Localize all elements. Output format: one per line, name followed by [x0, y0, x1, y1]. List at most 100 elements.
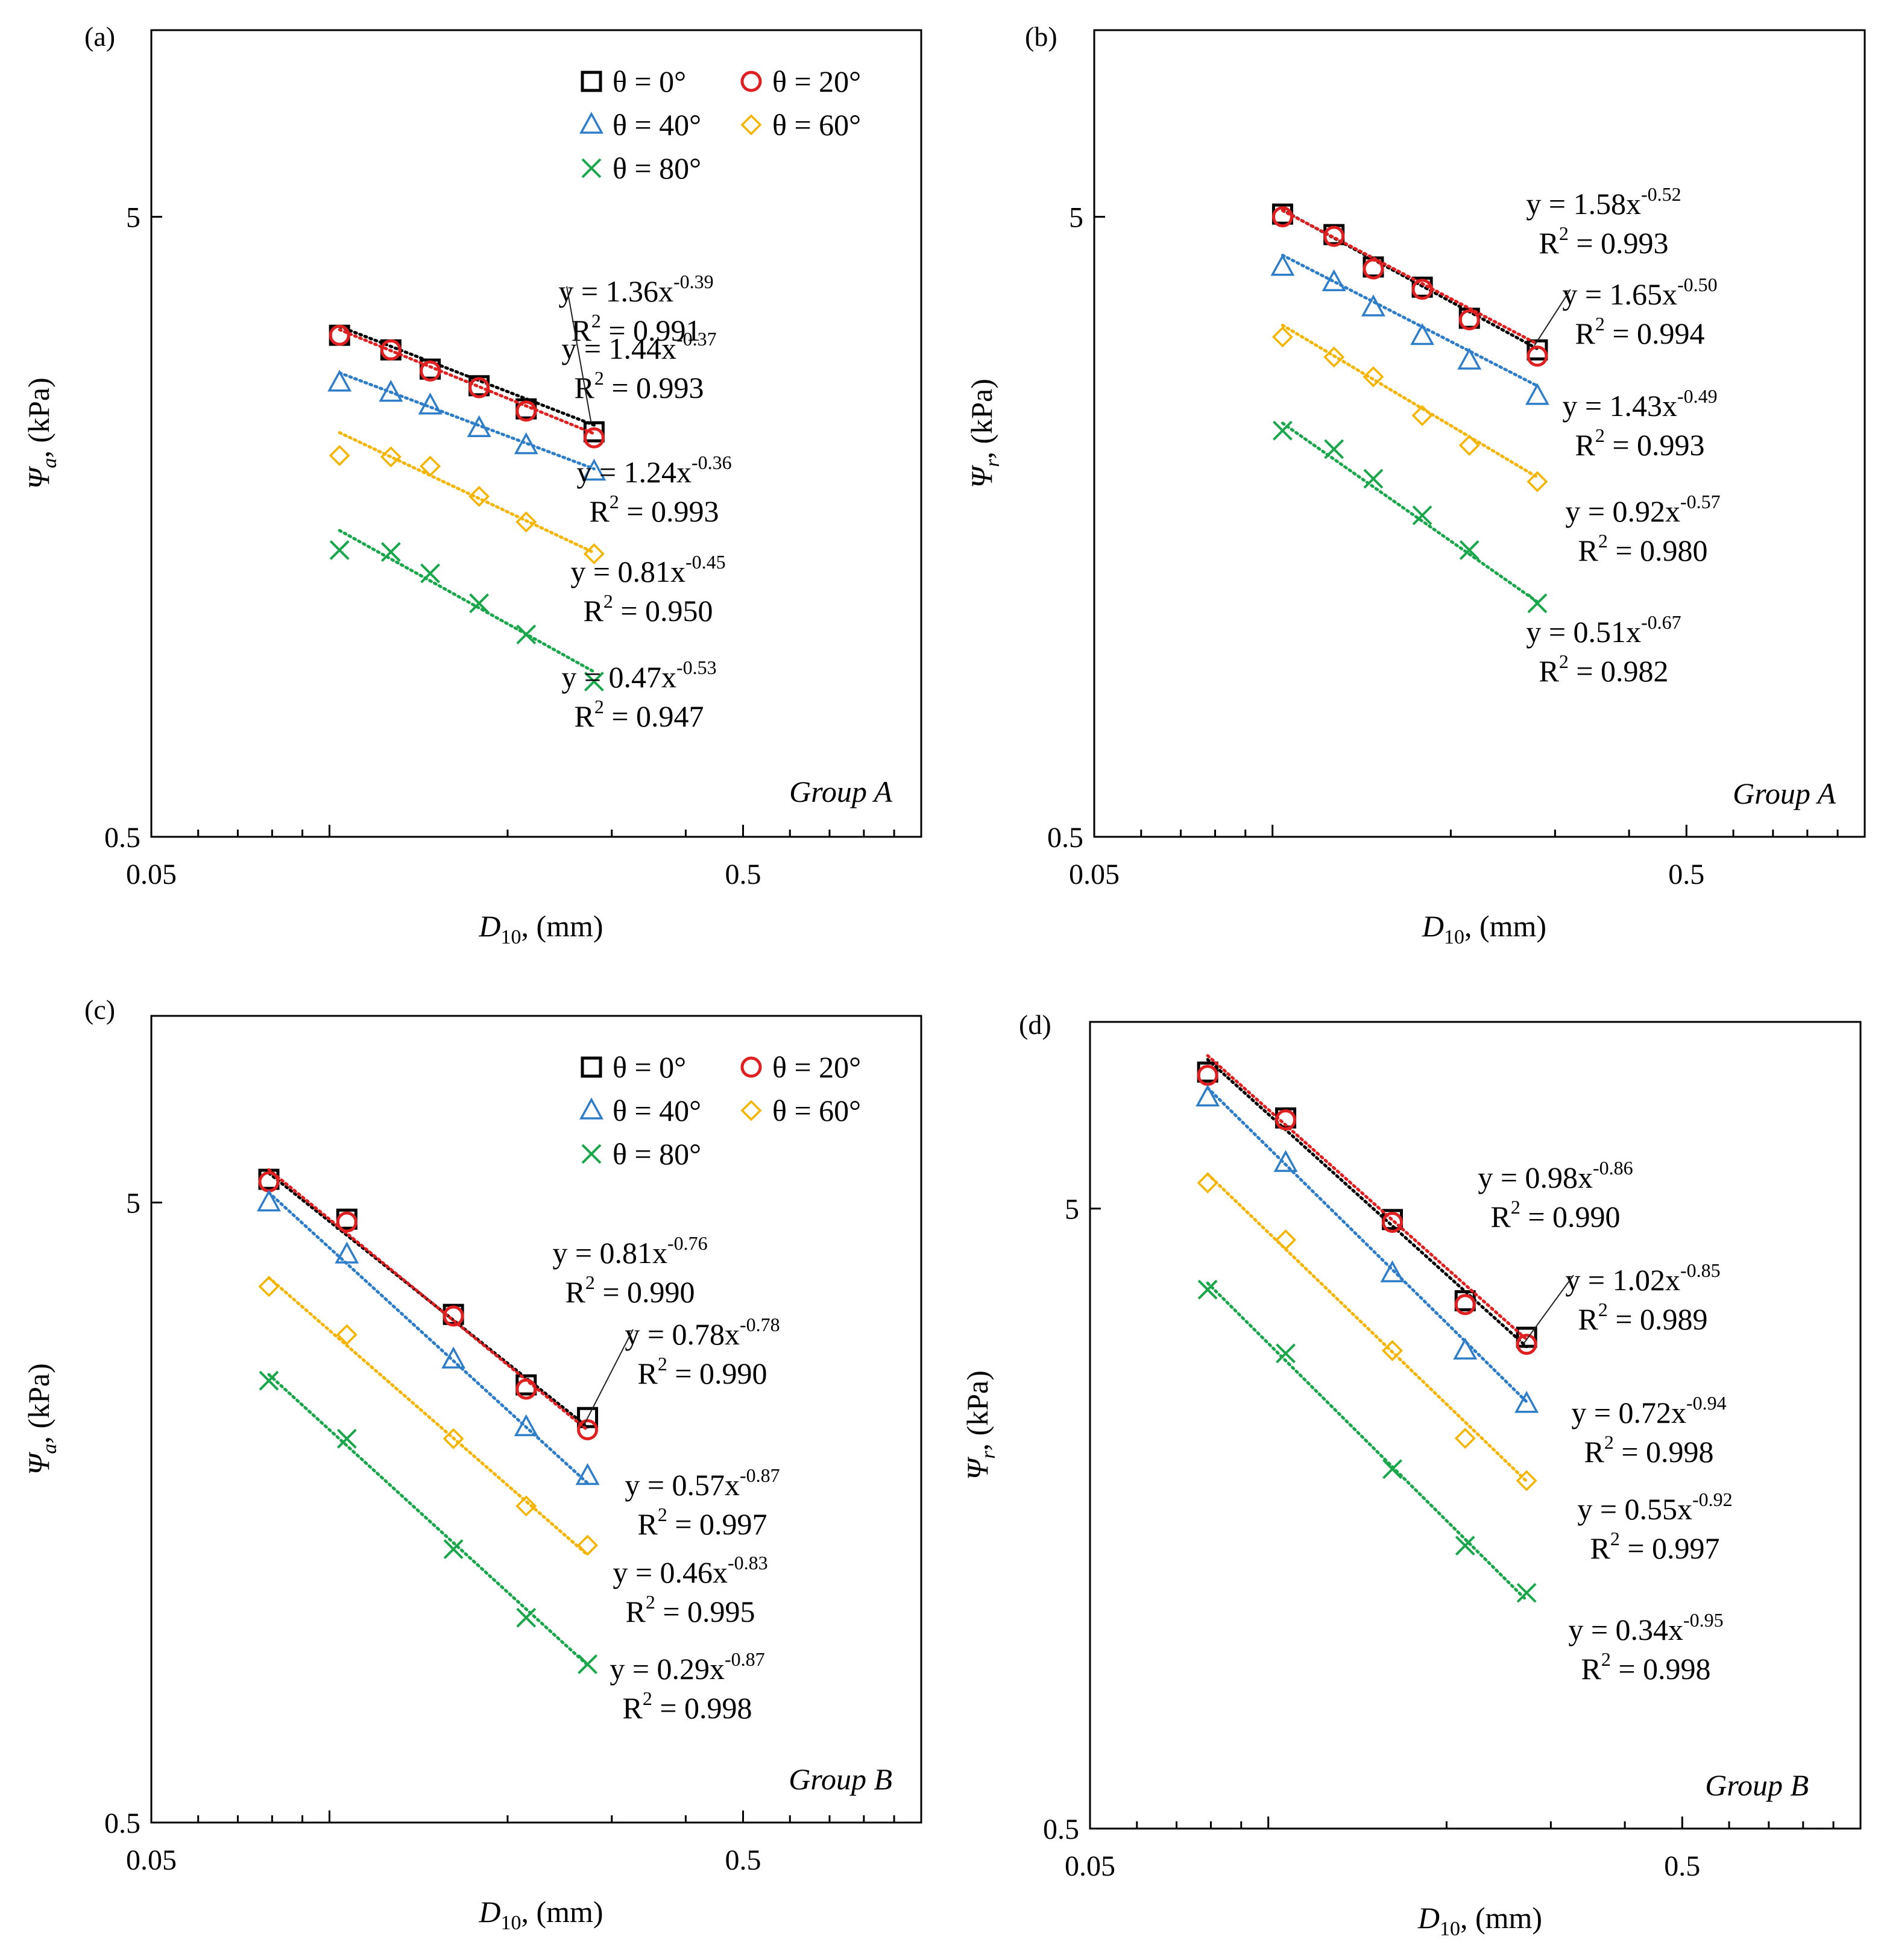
trendline	[1281, 253, 1539, 388]
data-point	[1525, 383, 1549, 405]
data-point	[514, 432, 538, 455]
chart-panel-d: 0.05 0.5 0.5 5 (d) D10, (mm) Ψr, (kPa) Group B y…	[960, 1009, 1862, 1940]
x-tick-label: 0.5	[1668, 859, 1704, 890]
x-axis-title: D10, (mm)	[478, 1895, 603, 1934]
trendline	[338, 431, 596, 555]
data-point	[1527, 593, 1548, 614]
fit-r2: R2 = 0.995	[625, 1591, 755, 1628]
fit-equation: y = 0.78x-0.78	[625, 1314, 780, 1351]
leader-line	[566, 286, 592, 423]
fit-r2: R2 = 0.947	[574, 696, 704, 733]
fit-r2: R2 = 0.993	[1575, 424, 1704, 462]
trendline	[1206, 1054, 1528, 1341]
legend-marker	[740, 114, 762, 136]
chart-panel-c: 0.05 0.5 0.5 5 (c) D10, (mm) Ψa, (kPa) Group B y…	[22, 994, 922, 1934]
data-point	[1275, 1109, 1297, 1131]
fit-r2: R2 = 0.950	[583, 590, 713, 628]
data-point	[1382, 1211, 1404, 1233]
data-point	[1273, 420, 1293, 441]
data-point	[577, 1534, 599, 1556]
fit-equation: y = 1.43x-0.49	[1562, 385, 1717, 423]
data-point	[1197, 1279, 1218, 1300]
panel-label: (d)	[1019, 1009, 1051, 1040]
data-point	[467, 415, 491, 438]
data-point	[443, 1539, 464, 1559]
fit-equation: y = 0.51x-0.67	[1526, 611, 1681, 649]
trendline	[338, 325, 596, 427]
data-point	[1382, 1459, 1402, 1479]
x-tick-label: 0.5	[725, 859, 761, 890]
data-point	[1322, 269, 1346, 292]
x-tick-label: 0.05	[1069, 859, 1120, 890]
data-point	[1196, 1084, 1220, 1107]
fit-equation: y = 1.65x-0.50	[1562, 274, 1717, 311]
data-point	[443, 1305, 464, 1327]
data-point	[259, 1370, 279, 1391]
panel-label: (b)	[1025, 21, 1057, 52]
trendline	[338, 371, 596, 471]
y-axis-title: Ψa, (kPa)	[22, 1363, 61, 1475]
leader-line	[1523, 1275, 1574, 1344]
fit-equation: y = 0.57x-0.87	[625, 1464, 780, 1502]
data-point	[583, 543, 605, 565]
legend-marker	[581, 1144, 602, 1164]
fit-r2: R2 = 0.993	[589, 491, 719, 528]
data-point	[1455, 1536, 1475, 1556]
legend-marker	[740, 1100, 762, 1121]
data-point	[1363, 468, 1384, 489]
plot-frame	[150, 1015, 922, 1824]
x-axis-title: D10, (mm)	[1422, 909, 1546, 948]
legend-marker	[579, 112, 603, 134]
fit-r2: R2 = 0.990	[637, 1353, 767, 1390]
fit-equation: y = 1.58x-0.52	[1526, 183, 1681, 221]
data-point	[258, 1276, 280, 1297]
data-point	[577, 1407, 599, 1428]
data-point	[336, 1324, 358, 1346]
legend-label: θ = 80°	[613, 151, 701, 185]
legend-marker	[581, 1056, 602, 1078]
data-point	[1275, 1229, 1297, 1251]
data-point	[578, 1654, 597, 1674]
x-axis-title: D10, (mm)	[1417, 1901, 1542, 1940]
data-point	[515, 400, 537, 422]
data-point	[1527, 345, 1548, 367]
legend-marker	[581, 158, 602, 178]
y-tick-label: 5	[126, 1188, 140, 1220]
data-point	[1271, 326, 1293, 348]
plot-frame	[1089, 1021, 1862, 1830]
fit-r2: R2 = 0.993	[574, 367, 704, 405]
data-point	[1516, 1583, 1537, 1603]
fit-r2: R2 = 0.998	[1584, 1431, 1713, 1469]
chart-panel-a: 0.05 0.5 0.5 5 (a) D10, (mm) Ψa, (kPa) Group A y…	[22, 21, 922, 948]
data-point	[1363, 258, 1384, 280]
data-point	[1197, 1172, 1218, 1194]
fit-r2: R2 = 0.982	[1539, 651, 1668, 688]
data-point	[516, 624, 537, 644]
y-tick-label: 5	[1069, 202, 1083, 234]
data-point	[1197, 1065, 1218, 1086]
data-point	[380, 339, 402, 361]
trendline	[338, 328, 596, 435]
data-point	[1454, 1428, 1476, 1449]
fit-equation: y = 0.46x-0.83	[613, 1552, 767, 1589]
fit-equation: y = 0.81x-0.45	[570, 551, 725, 588]
data-point	[1458, 309, 1480, 331]
data-point	[1457, 347, 1482, 370]
data-point	[335, 1241, 359, 1264]
data-point	[577, 1419, 599, 1441]
trendline	[1281, 323, 1539, 479]
data-point	[1382, 1340, 1403, 1361]
x-tick-label: 0.05	[1065, 1850, 1115, 1882]
data-point	[329, 324, 350, 346]
fit-equation: y = 1.36x-0.39	[558, 271, 713, 308]
group-label: Group B	[1705, 1768, 1809, 1802]
fit-r2: R2 = 0.998	[622, 1687, 752, 1725]
data-point	[515, 511, 537, 533]
data-point	[336, 1211, 358, 1233]
x-axis-title: D10, (mm)	[478, 909, 603, 948]
data-point	[380, 446, 402, 468]
trendline	[1206, 1086, 1528, 1404]
data-point	[1271, 206, 1293, 228]
data-point	[327, 370, 352, 392]
fit-r2: R2 = 0.998	[1581, 1648, 1710, 1686]
